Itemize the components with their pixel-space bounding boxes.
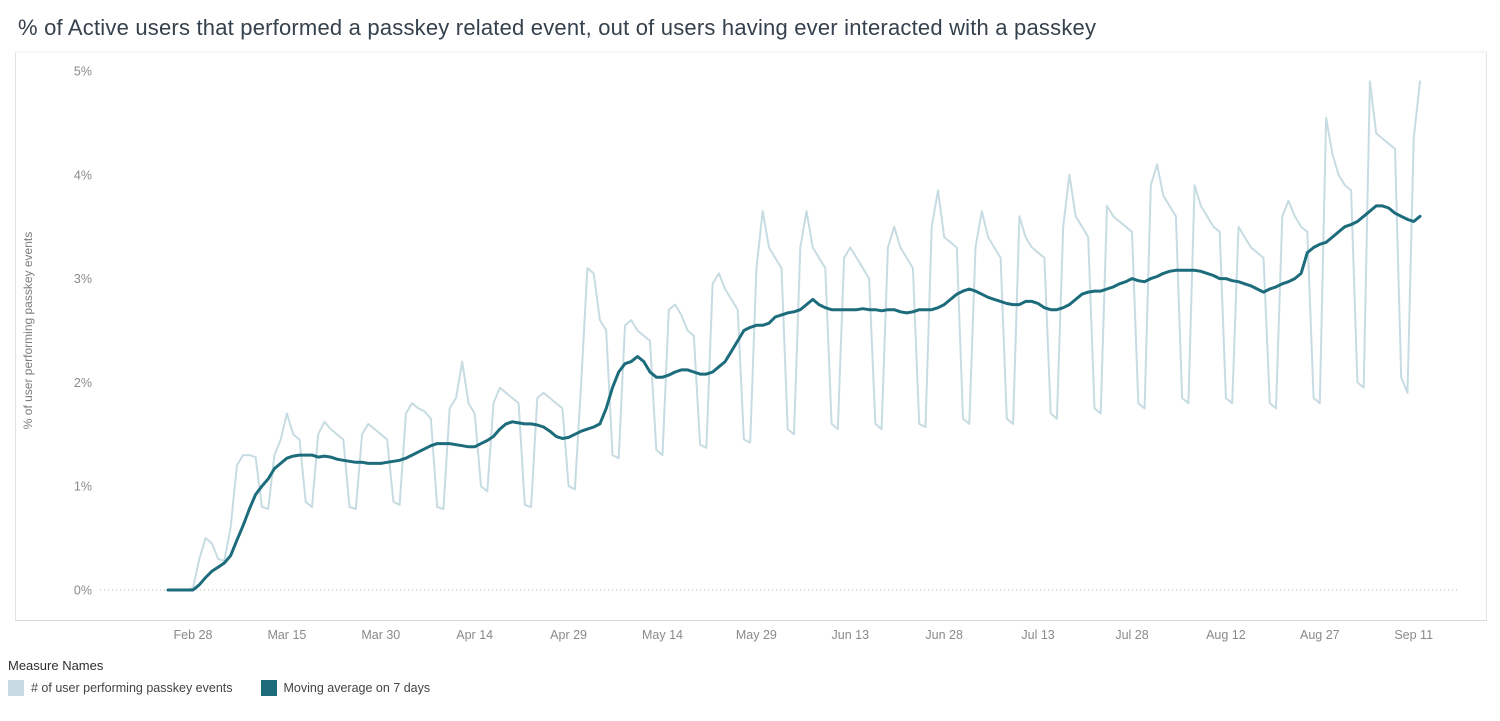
- chart-title: % of Active users that performed a passk…: [18, 15, 1097, 40]
- y-tick-label: 4%: [74, 168, 92, 182]
- y-tick-label: 3%: [74, 272, 92, 286]
- legend-title: Measure Names: [8, 658, 104, 673]
- x-tick-label: Aug 27: [1300, 628, 1340, 642]
- x-tick-label: Aug 12: [1206, 628, 1246, 642]
- x-tick-label: Jun 13: [832, 628, 870, 642]
- legend-item-moving-average[interactable]: Moving average on 7 days: [260, 680, 431, 696]
- y-tick-label: 0%: [74, 584, 92, 598]
- x-tick-label: Jun 28: [925, 628, 963, 642]
- x-tick-label: May 14: [642, 628, 683, 642]
- y-tick-label: 5%: [74, 65, 92, 79]
- x-tick-label: Sep 11: [1394, 628, 1433, 642]
- legend-label-moving-average: Moving average on 7 days: [283, 681, 431, 695]
- x-tick-label: Jul 13: [1021, 628, 1054, 642]
- x-tick-label: Apr 14: [456, 628, 493, 642]
- legend-swatch-moving-average-icon: [260, 680, 277, 696]
- legend: Measure Names # of user performing passk…: [0, 650, 1500, 721]
- legend-items: # of user performing passkey events Movi…: [8, 680, 1500, 696]
- legend-swatch-raw-icon: [8, 680, 24, 696]
- x-tick-label: Mar 30: [361, 628, 400, 642]
- raw-series-line[interactable]: [167, 80, 1421, 591]
- x-tick-label: Apr 29: [550, 628, 587, 642]
- legend-item-raw-series[interactable]: # of user performing passkey events: [8, 680, 233, 696]
- y-tick-label: 1%: [74, 480, 92, 494]
- y-tick-label: 2%: [74, 376, 92, 390]
- chart-svg: 0% 1% 2% 3% 4% 5% Feb 28 Mar 15 Mar 30 Apr 14 Apr …: [15, 51, 1487, 642]
- y-axis-title: % of user performing passkey events: [21, 232, 35, 429]
- x-tick-label: Jul 28: [1115, 628, 1148, 642]
- moving-average-line[interactable]: [166, 204, 1422, 592]
- x-tick-label: Mar 15: [267, 628, 306, 642]
- legend-label-raw-series: # of user performing passkey events: [31, 681, 233, 695]
- chart-area: 0% 1% 2% 3% 4% 5% Feb 28 Mar 15 Mar 30 Apr 14 Apr …: [0, 50, 1500, 650]
- x-tick-label: Feb 28: [174, 628, 213, 642]
- x-tick-label: May 29: [736, 628, 777, 642]
